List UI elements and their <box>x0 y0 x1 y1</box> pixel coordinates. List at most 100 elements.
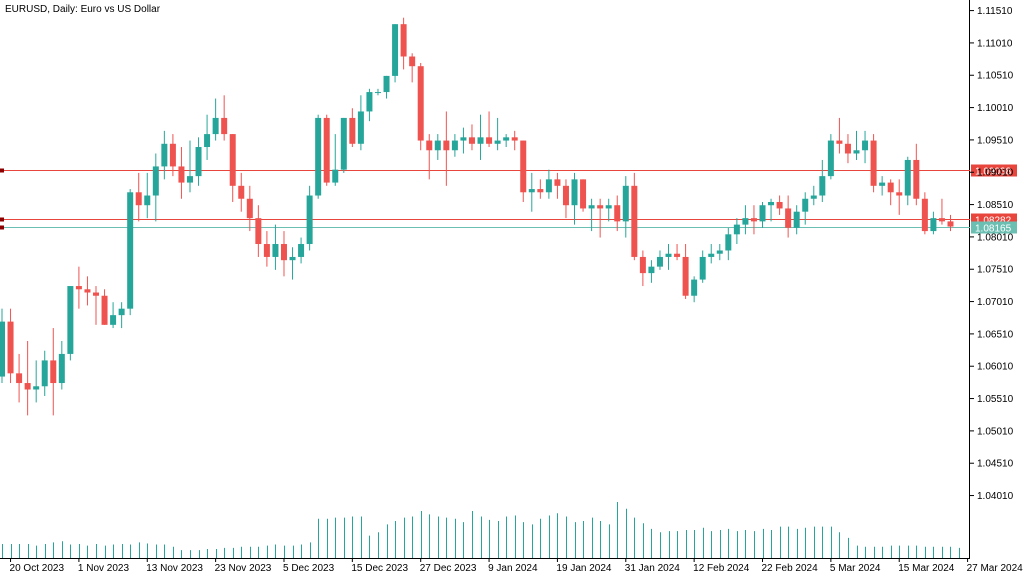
candle-body <box>144 195 151 206</box>
candle-up <box>708 244 715 264</box>
candle-body <box>802 198 809 212</box>
y-tick-label: 1.06510 <box>977 329 1014 340</box>
candle-down <box>631 172 638 261</box>
candle-body <box>545 179 552 193</box>
candle-body <box>161 143 168 167</box>
candle-down <box>938 198 945 225</box>
candle-down <box>597 198 604 238</box>
candle-body <box>255 218 262 245</box>
candle-body <box>374 92 381 94</box>
candle-down <box>426 134 433 180</box>
candle-body <box>639 256 646 274</box>
x-tick-label: 20 Oct 2023 <box>10 563 65 574</box>
candle-up <box>930 211 937 235</box>
candle-up <box>853 130 860 160</box>
candle-body <box>520 140 527 193</box>
candle-up <box>212 98 219 141</box>
candle-up <box>451 134 458 157</box>
candle-up <box>879 176 886 196</box>
price-badge <box>971 221 1017 234</box>
candle-down <box>580 179 587 212</box>
candle-up <box>904 156 911 206</box>
candle-body <box>614 205 621 222</box>
candle-down <box>400 17 407 70</box>
candle-body <box>725 234 732 251</box>
y-tick-label: 1.08510 <box>977 200 1014 211</box>
candle-body <box>392 24 399 76</box>
candle-body <box>24 383 31 390</box>
candle-body <box>16 373 23 384</box>
candle-body <box>280 244 287 261</box>
candle-body <box>400 24 407 57</box>
candle-down <box>639 250 646 287</box>
candle-up <box>434 134 441 160</box>
candle-body <box>50 360 57 384</box>
candle-body <box>759 205 766 222</box>
y-tick-label: 1.09010 <box>977 168 1014 179</box>
candle-body <box>571 179 578 206</box>
candle-body <box>332 169 339 183</box>
candle-body <box>127 192 134 309</box>
candle-body <box>810 195 817 199</box>
x-tick-label: 22 Feb 2024 <box>762 563 819 574</box>
candle-down <box>349 108 356 148</box>
candle-up <box>392 24 399 83</box>
candle-body <box>289 256 296 261</box>
candle-up <box>460 127 467 154</box>
candle-body <box>7 321 14 374</box>
candle-up <box>374 88 381 96</box>
y-tick-label: 1.06010 <box>977 362 1014 373</box>
candle-up <box>648 260 655 283</box>
candle-body <box>947 221 954 227</box>
candle-down <box>750 205 757 235</box>
candle-body <box>451 140 458 151</box>
y-tick-label: 1.09510 <box>977 135 1014 146</box>
candle-up <box>161 130 168 180</box>
x-tick-label: 5 Dec 2023 <box>283 563 335 574</box>
candle-body <box>306 195 313 245</box>
x-tick-label: 9 Jan 2024 <box>488 563 538 574</box>
candle-down <box>417 62 424 151</box>
candle-body <box>631 185 638 257</box>
candle-body <box>793 211 800 228</box>
candle-up <box>144 172 151 219</box>
candle-body <box>118 308 125 316</box>
candle-down <box>947 214 954 232</box>
candle-body <box>742 218 749 225</box>
candle-body <box>768 201 775 206</box>
candle-body <box>785 208 792 228</box>
candle-down <box>263 231 270 267</box>
candle-body <box>674 253 681 257</box>
candle-up <box>315 114 322 199</box>
candle-down <box>409 53 416 83</box>
y-tick-label: 1.10010 <box>977 103 1014 114</box>
candle-up <box>622 176 629 238</box>
candle-up <box>152 153 159 222</box>
candle-body <box>41 360 48 387</box>
candle-body <box>152 166 159 196</box>
candle-up <box>656 250 663 270</box>
candle-up <box>204 114 211 160</box>
candle-body <box>597 205 604 209</box>
candle-down <box>896 179 903 215</box>
candle-body <box>204 134 211 148</box>
candle-down <box>178 147 185 199</box>
candle-up <box>802 192 809 225</box>
y-tick-label: 1.08010 <box>977 232 1014 243</box>
candle-body <box>460 137 467 141</box>
candle-down <box>24 341 31 416</box>
candle-body <box>904 159 911 196</box>
candle-body <box>340 117 347 170</box>
y-tick-label: 1.04010 <box>977 491 1014 502</box>
candle-body <box>887 182 894 193</box>
candle-body <box>699 256 706 280</box>
candle-body <box>930 218 937 232</box>
candle-body <box>836 140 843 144</box>
candle-body <box>708 253 715 257</box>
y-tick-label: 1.04510 <box>977 459 1014 470</box>
candle-down <box>229 134 236 202</box>
candle-body <box>691 279 698 296</box>
candle-body <box>58 353 65 384</box>
candle-body <box>272 244 279 257</box>
candle-body <box>212 117 219 135</box>
